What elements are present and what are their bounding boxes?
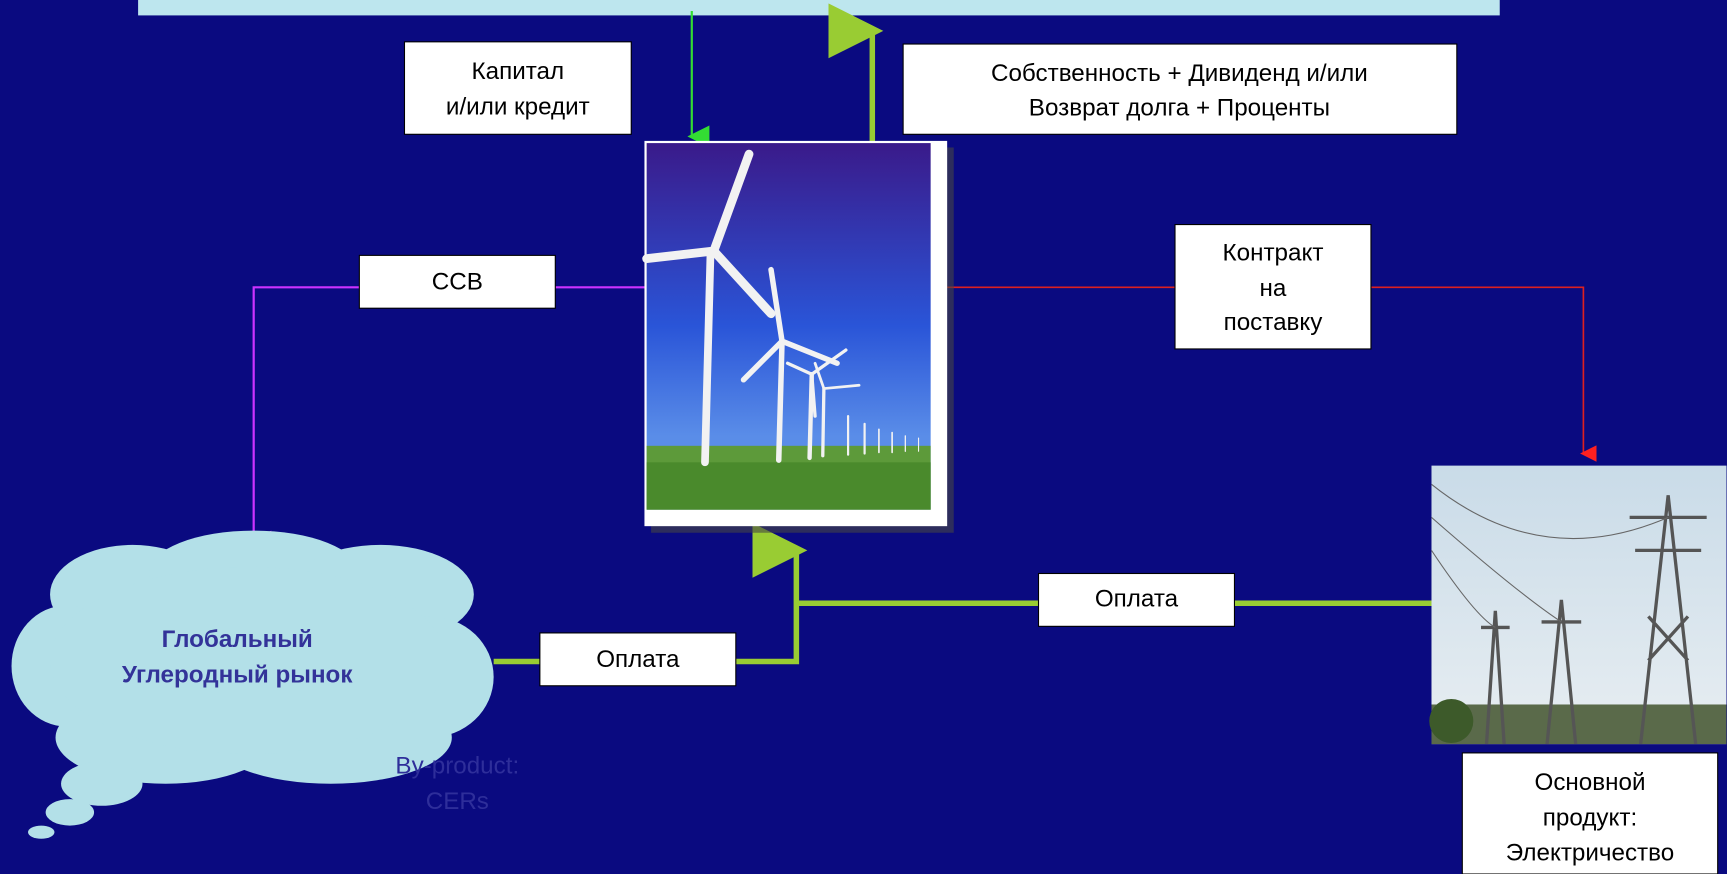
by-product-label: By-product: [395, 753, 519, 780]
payment-label: Оплата [596, 646, 680, 673]
returns-label: Собственность + Дивиденд и/или [991, 60, 1368, 87]
power-line-image [1429, 466, 1726, 744]
top-bar [138, 0, 1500, 15]
wind-farm-image [644, 141, 953, 533]
capital-label: Капитал [472, 58, 565, 85]
main-product-label: Электричество [1506, 840, 1674, 867]
main-product-label: Основной [1535, 769, 1646, 796]
capital-box [404, 42, 631, 134]
contract-label: поставку [1224, 309, 1324, 336]
ccb-label: CCB [432, 268, 483, 295]
diagram: Капитал и/или кредит Собственность + Див… [0, 0, 1727, 874]
contract-label: Контракт [1223, 240, 1324, 267]
capital-label: и/или кредит [446, 93, 590, 120]
main-product-label: продукт: [1543, 804, 1637, 831]
page: { "nodes": { "capital": {"lines": ["Капи… [0, 0, 1727, 874]
contract-label: на [1260, 275, 1287, 302]
carbon-market-label: Глобальный [162, 626, 313, 653]
returns-label: Возврат долга + Проценты [1029, 94, 1330, 121]
by-product-label: CERs [426, 788, 489, 815]
payment-label: Оплата [1095, 585, 1179, 612]
carbon-market-label: Углеродный рынок [122, 661, 353, 688]
